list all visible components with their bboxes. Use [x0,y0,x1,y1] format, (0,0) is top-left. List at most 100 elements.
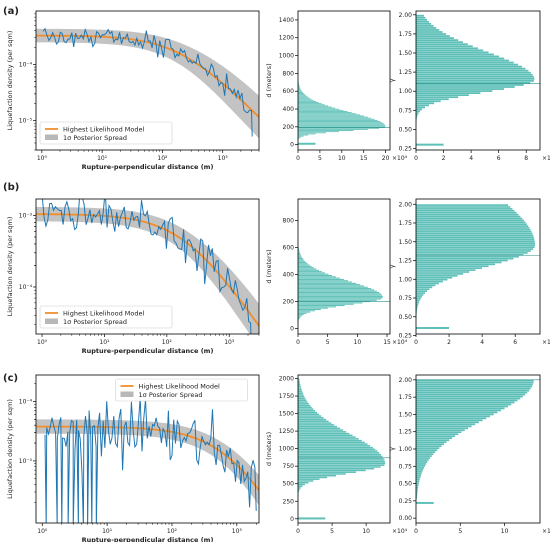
x-axis-label: Rupture-perpendicular distance (m) [82,163,214,171]
histogram-bar [298,392,303,395]
histogram-bar [298,135,304,137]
histogram-bar [416,494,418,497]
histogram-bar [416,469,424,471]
histogram-bar [416,236,534,239]
histogram-bar [416,206,511,208]
x-tick-label: 0 [296,339,300,346]
histogram-bar [416,435,456,438]
histogram-bar [416,411,498,414]
histogram-bar [416,449,438,451]
histogram-bar [416,31,443,33]
x-offset-label: ×10⁴ [392,155,408,162]
histogram-bar [416,419,483,422]
histogram-bar [416,43,468,46]
histogram-bar [298,93,304,94]
histogram-bar [298,431,347,433]
histogram-bar [298,91,303,93]
histogram-bar [416,267,482,270]
histogram-8: 0 5 10 ×10⁴ 0.00 0.25 0.50 0.75 1.00 1.25 1.50 1.75… [388,374,550,535]
histogram-bar [416,112,419,115]
histogram-bar [416,75,534,78]
histogram-bar [298,108,340,110]
histogram-bar [416,407,505,410]
histogram-bar [416,417,487,420]
histogram-bar [298,290,377,292]
histogram-bar [298,113,356,115]
histogram-bar [298,307,328,309]
histogram-7: 0 5 10 ×10⁴ 0 250 500 750 1000 1250 1500 1750 2000 d … [265,374,408,535]
histogram-bar [298,387,302,389]
histogram-bar [416,425,472,428]
panel-letter: (b) [3,182,19,193]
histogram-bar [416,447,440,449]
histogram-bar [298,310,315,312]
y-tick-label: 2000 [279,376,294,383]
histogram-bar [416,305,418,308]
histogram-bar [416,437,453,440]
y-axis-label: Liquefaction density (per sqm) [6,399,14,499]
histogram-bar [416,443,445,446]
x-tick-label: 15 [383,339,391,346]
x-tick-label: 10³ [232,528,243,535]
histogram-bar [298,445,371,447]
histogram-bar [298,278,344,280]
histogram-bar [416,263,496,266]
x-tick-label: 10¹ [102,528,113,535]
histogram-bar [416,423,476,426]
histogram-bar [416,240,535,243]
histogram-bar [416,55,500,58]
histogram-bar [416,441,447,444]
histogram-bar [416,301,419,304]
posterior-spread-band [36,28,259,139]
histogram-bar [298,97,310,99]
histogram-bar [298,109,344,111]
histogram-bar [298,474,337,477]
histogram-bar [298,438,359,440]
histogram-bar [416,63,519,66]
y-tick-label: 250 [283,498,295,505]
x-offset-label: ×10⁴ [542,339,550,346]
histogram-bar [416,457,431,459]
y-tick-label: 600 [283,245,295,252]
histogram-bar [298,408,314,410]
histogram-bar [298,318,300,320]
histogram-bar [298,471,356,473]
histogram-bar [416,492,418,495]
histogram-bar [298,136,301,138]
x-offset-label: ×10⁴ [392,528,408,535]
histogram-bar [298,469,366,472]
histogram-bar [416,219,524,222]
histogram-bar [416,381,534,384]
plot-area [36,27,259,139]
legend-box [39,305,173,329]
histogram-bar [416,79,534,82]
y-axis-label: d (meters) [265,249,273,283]
x-tick-label: 5 [326,339,330,346]
histogram-bar [416,94,469,97]
histogram-bar [416,59,510,62]
histogram-bar [416,86,515,88]
histogram-bar [298,277,340,279]
histogram-bar [416,33,447,35]
histogram-bar [298,123,384,125]
histogram-bar [416,299,420,302]
y-tick-label: 1200 [279,35,294,42]
y-axis-label: Liquefaction density (per sqm) [6,31,14,131]
histogram-bar [298,128,368,130]
histogram-bar [416,253,524,256]
histogram-bar [298,308,321,310]
legend-spread-swatch [45,318,58,324]
histogram-bar [298,424,335,426]
histogram-bar [416,69,529,72]
histogram-bar [298,251,300,253]
histogram-bar [416,307,418,310]
x-tick-label: 10 [501,528,509,535]
histogram-bar [298,259,304,261]
histogram-bar [298,134,309,136]
histogram-bar [416,486,419,489]
histogram-bar [416,389,530,392]
histogram-bar [298,261,307,264]
histogram-bar [298,100,317,102]
histogram-bar [416,383,533,386]
y-axis-label: γ [388,447,396,451]
